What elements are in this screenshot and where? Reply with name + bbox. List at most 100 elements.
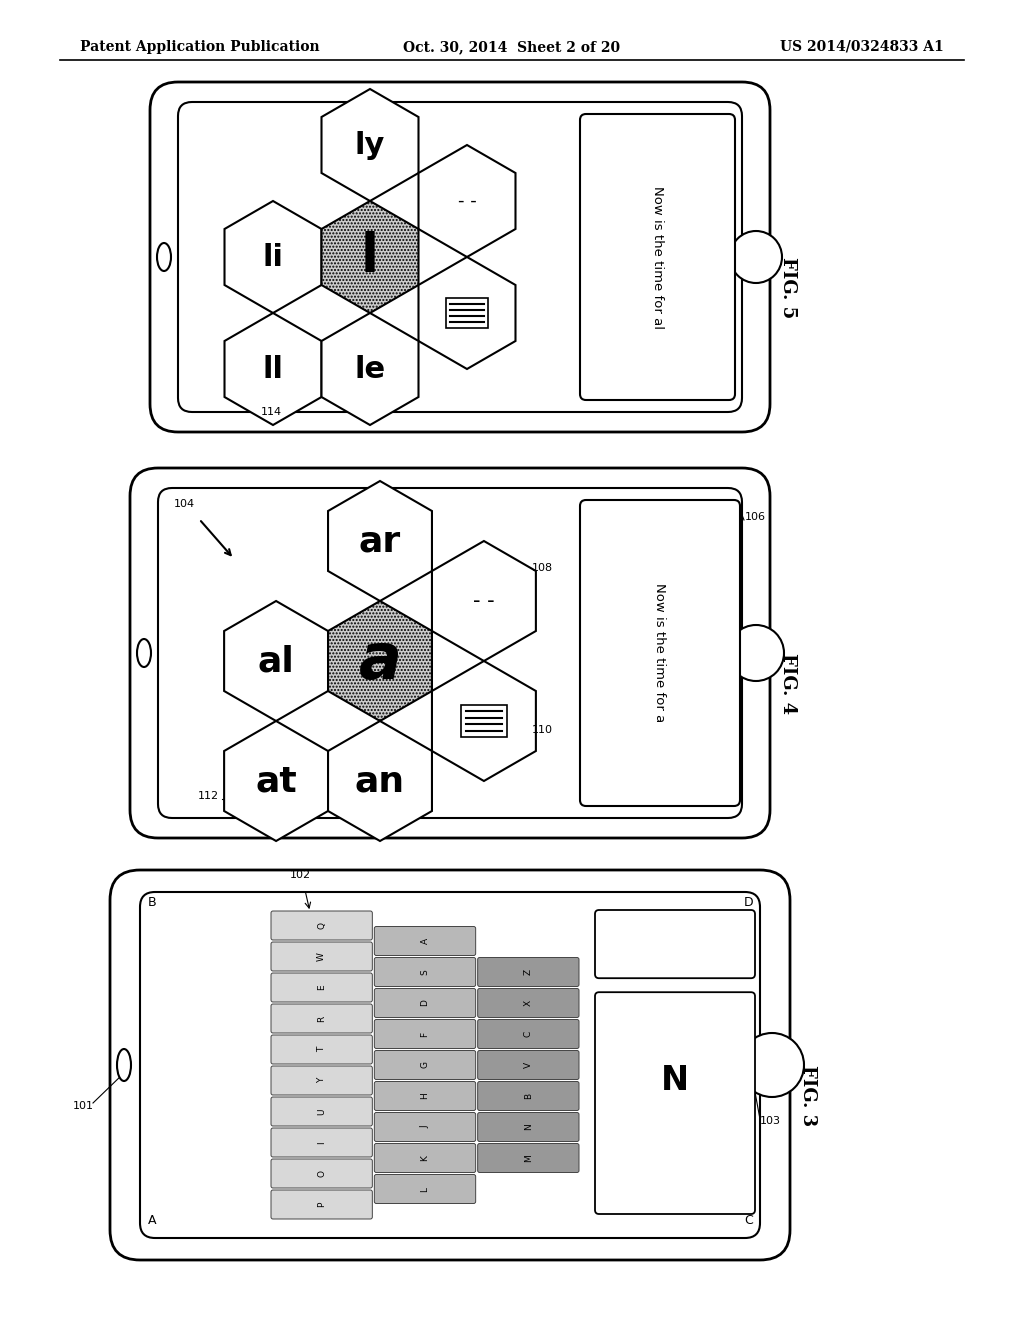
Polygon shape bbox=[322, 313, 419, 425]
Text: N: N bbox=[524, 1123, 532, 1130]
FancyBboxPatch shape bbox=[477, 1143, 579, 1172]
FancyBboxPatch shape bbox=[178, 102, 742, 412]
FancyBboxPatch shape bbox=[375, 1113, 476, 1142]
Text: E: E bbox=[317, 985, 327, 990]
FancyBboxPatch shape bbox=[271, 1035, 373, 1064]
Text: I: I bbox=[317, 1142, 327, 1144]
Text: 110: 110 bbox=[531, 725, 553, 735]
FancyBboxPatch shape bbox=[595, 909, 755, 978]
Text: 114: 114 bbox=[261, 407, 283, 417]
Text: 102: 102 bbox=[290, 870, 311, 880]
Text: W: W bbox=[317, 952, 327, 961]
Polygon shape bbox=[419, 145, 515, 257]
FancyBboxPatch shape bbox=[271, 1191, 373, 1218]
Polygon shape bbox=[432, 541, 536, 661]
Text: U: U bbox=[317, 1109, 327, 1115]
FancyBboxPatch shape bbox=[375, 1143, 476, 1172]
Text: ar: ar bbox=[358, 524, 401, 558]
Text: Q: Q bbox=[317, 921, 327, 929]
FancyBboxPatch shape bbox=[375, 927, 476, 956]
Circle shape bbox=[740, 1034, 804, 1097]
FancyBboxPatch shape bbox=[477, 957, 579, 986]
Polygon shape bbox=[224, 313, 322, 425]
Polygon shape bbox=[224, 721, 328, 841]
Text: C: C bbox=[524, 1031, 532, 1038]
Text: Oct. 30, 2014  Sheet 2 of 20: Oct. 30, 2014 Sheet 2 of 20 bbox=[403, 40, 621, 54]
FancyBboxPatch shape bbox=[445, 298, 488, 327]
Text: Now is the time for a: Now is the time for a bbox=[653, 583, 667, 722]
FancyBboxPatch shape bbox=[158, 488, 742, 818]
Text: ly: ly bbox=[354, 131, 385, 160]
Polygon shape bbox=[322, 201, 419, 313]
FancyBboxPatch shape bbox=[477, 1051, 579, 1080]
Polygon shape bbox=[419, 257, 515, 370]
Text: 112: 112 bbox=[198, 791, 219, 801]
FancyBboxPatch shape bbox=[110, 870, 790, 1261]
Text: an: an bbox=[355, 764, 406, 799]
Text: X: X bbox=[524, 1001, 532, 1006]
FancyBboxPatch shape bbox=[271, 942, 373, 972]
FancyBboxPatch shape bbox=[271, 1097, 373, 1126]
Text: C: C bbox=[744, 1214, 753, 1228]
Text: 108: 108 bbox=[531, 564, 553, 573]
Text: Now is the time for al: Now is the time for al bbox=[651, 186, 664, 329]
Text: S: S bbox=[421, 969, 429, 975]
FancyBboxPatch shape bbox=[375, 957, 476, 986]
FancyBboxPatch shape bbox=[271, 1129, 373, 1158]
FancyBboxPatch shape bbox=[477, 989, 579, 1018]
FancyBboxPatch shape bbox=[375, 989, 476, 1018]
Text: 101: 101 bbox=[73, 1101, 94, 1111]
Text: O: O bbox=[317, 1170, 327, 1177]
Text: Z: Z bbox=[524, 969, 532, 975]
Circle shape bbox=[730, 231, 782, 282]
FancyBboxPatch shape bbox=[271, 1005, 373, 1034]
FancyBboxPatch shape bbox=[375, 1081, 476, 1110]
Text: FIG. 5: FIG. 5 bbox=[779, 257, 797, 318]
Text: M: M bbox=[524, 1154, 532, 1162]
FancyBboxPatch shape bbox=[477, 1081, 579, 1110]
Text: a: a bbox=[358, 630, 401, 692]
Text: - -: - - bbox=[458, 191, 476, 210]
Text: li: li bbox=[262, 243, 284, 272]
Ellipse shape bbox=[157, 243, 171, 271]
FancyBboxPatch shape bbox=[375, 1051, 476, 1080]
Text: Patent Application Publication: Patent Application Publication bbox=[80, 40, 319, 54]
Text: H: H bbox=[421, 1093, 429, 1100]
Text: ll: ll bbox=[262, 355, 284, 384]
FancyBboxPatch shape bbox=[477, 1019, 579, 1048]
Polygon shape bbox=[322, 88, 419, 201]
FancyBboxPatch shape bbox=[150, 82, 770, 432]
Text: FIG. 3: FIG. 3 bbox=[799, 1065, 817, 1126]
Text: G: G bbox=[421, 1061, 429, 1068]
Text: US 2014/0324833 A1: US 2014/0324833 A1 bbox=[780, 40, 944, 54]
Text: B: B bbox=[148, 896, 157, 909]
Ellipse shape bbox=[137, 639, 151, 667]
Text: P: P bbox=[317, 1201, 327, 1208]
Text: J: J bbox=[421, 1126, 429, 1129]
Text: N: N bbox=[660, 1064, 689, 1097]
Text: 103: 103 bbox=[760, 1117, 781, 1126]
FancyBboxPatch shape bbox=[271, 1159, 373, 1188]
FancyBboxPatch shape bbox=[580, 114, 735, 400]
FancyBboxPatch shape bbox=[375, 1019, 476, 1048]
Text: R: R bbox=[317, 1015, 327, 1022]
FancyBboxPatch shape bbox=[140, 892, 760, 1238]
Polygon shape bbox=[328, 601, 432, 721]
FancyBboxPatch shape bbox=[461, 705, 507, 737]
FancyBboxPatch shape bbox=[271, 1067, 373, 1096]
Polygon shape bbox=[224, 201, 322, 313]
Text: T: T bbox=[317, 1047, 327, 1052]
Text: A: A bbox=[421, 939, 429, 944]
Text: K: K bbox=[421, 1155, 429, 1160]
FancyBboxPatch shape bbox=[595, 993, 755, 1214]
Polygon shape bbox=[432, 661, 536, 781]
FancyBboxPatch shape bbox=[477, 1113, 579, 1142]
FancyBboxPatch shape bbox=[375, 1175, 476, 1204]
Text: at: at bbox=[255, 764, 297, 799]
FancyBboxPatch shape bbox=[271, 973, 373, 1002]
Text: V: V bbox=[524, 1061, 532, 1068]
Ellipse shape bbox=[117, 1049, 131, 1081]
Text: D: D bbox=[744, 896, 754, 909]
Text: L: L bbox=[421, 1187, 429, 1192]
Text: - -: - - bbox=[473, 591, 495, 611]
